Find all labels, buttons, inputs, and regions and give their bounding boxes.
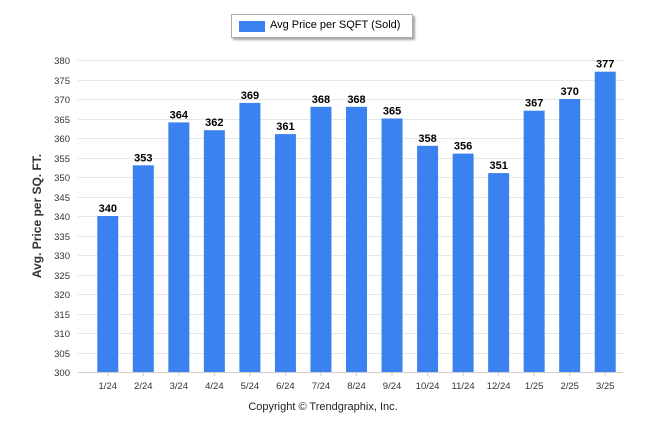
x-tick-label: 4/24 [205, 381, 224, 392]
y-axis-ticks: 300 305 310 315 320 325 330 335 340 345 350 355 360 3… [54, 56, 70, 379]
x-tick-label: 5/24 [241, 381, 260, 392]
bar-value-label: 377 [596, 59, 614, 71]
x-tick-label: 2/24 [134, 381, 153, 392]
x-tick-label: 3/25 [596, 381, 615, 392]
y-tick-label: 335 [54, 232, 70, 243]
x-tick-label: 2/25 [560, 381, 579, 392]
y-tick-label: 350 [54, 173, 70, 184]
y-tick-label: 330 [54, 251, 70, 262]
bar-9/24 [381, 118, 403, 372]
bar-1/24 [97, 216, 119, 372]
y-tick-label: 380 [54, 56, 70, 67]
bar-4/24 [203, 130, 225, 372]
x-tick-label: 1/24 [99, 381, 118, 392]
bar-value-label: 364 [170, 109, 189, 121]
x-tick-label: 7/24 [312, 381, 331, 392]
bar-value-label: 367 [525, 98, 543, 110]
bar-2/24 [132, 165, 154, 372]
bar-value-label: 340 [99, 203, 117, 215]
bar-value-label: 361 [276, 121, 294, 133]
bar-6/24 [274, 134, 296, 372]
bar-5/24 [239, 102, 261, 373]
bar-value-label: 368 [312, 94, 330, 106]
x-tick-label: 1/25 [525, 381, 544, 392]
bar-value-label: 362 [205, 117, 223, 129]
legend: Avg Price per SQFT (Sold) [231, 14, 413, 38]
bar-2/25 [559, 99, 581, 372]
bar-value-label: 351 [489, 160, 507, 172]
y-tick-label: 315 [54, 310, 70, 321]
copyright-footer: Copyright © Trendgraphix, Inc. [248, 401, 398, 413]
bar-12/24 [488, 173, 510, 372]
y-tick-label: 375 [54, 76, 70, 87]
y-tick-label: 310 [54, 329, 70, 340]
y-tick-label: 355 [54, 154, 70, 165]
bar-value-label: 353 [134, 152, 152, 164]
legend-label: Avg Price per SQFT (Sold) [270, 19, 401, 31]
bar-7/24 [310, 106, 332, 373]
bar-value-label: 368 [347, 94, 365, 106]
y-tick-label: 345 [54, 193, 70, 204]
bar-10/24 [417, 145, 439, 372]
bar-value-label: 358 [418, 133, 436, 145]
legend-swatch [239, 21, 265, 32]
bar-value-label: 370 [561, 86, 579, 98]
y-tick-label: 365 [54, 115, 70, 126]
y-tick-label: 370 [54, 95, 70, 106]
y-tick-label: 360 [54, 134, 70, 145]
y-tick-label: 305 [54, 349, 70, 360]
y-tick-label: 300 [54, 368, 70, 379]
bar-value-label: 356 [454, 141, 472, 153]
bar-11/24 [452, 153, 474, 372]
x-tick-label: 12/24 [487, 381, 511, 392]
bar-3/24 [168, 122, 190, 373]
bar-1/25 [523, 110, 545, 372]
x-tick-label: 8/24 [347, 381, 366, 392]
y-tick-label: 320 [54, 290, 70, 301]
x-axis-ticks: 1/24 2/24 3/24 4/24 5/24 6/24 7/24 8/24 9/24 10/2… [99, 372, 615, 392]
y-tick-label: 325 [54, 271, 70, 282]
x-tick-label: 11/24 [452, 381, 475, 392]
bar-value-label: 365 [383, 106, 401, 118]
x-tick-label: 3/24 [170, 381, 189, 392]
bar-3/25 [594, 71, 616, 372]
bar-value-label: 369 [241, 90, 259, 102]
x-tick-label: 10/24 [416, 381, 440, 392]
bar-8/24 [346, 106, 367, 373]
x-tick-label: 9/24 [383, 381, 402, 392]
y-tick-label: 340 [54, 212, 70, 223]
x-tick-label: 6/24 [276, 381, 295, 392]
bar-data-labels: 340 353 364 362 369 361 368 368 365 358 356 351 367 3… [99, 59, 615, 215]
bars [97, 71, 616, 373]
